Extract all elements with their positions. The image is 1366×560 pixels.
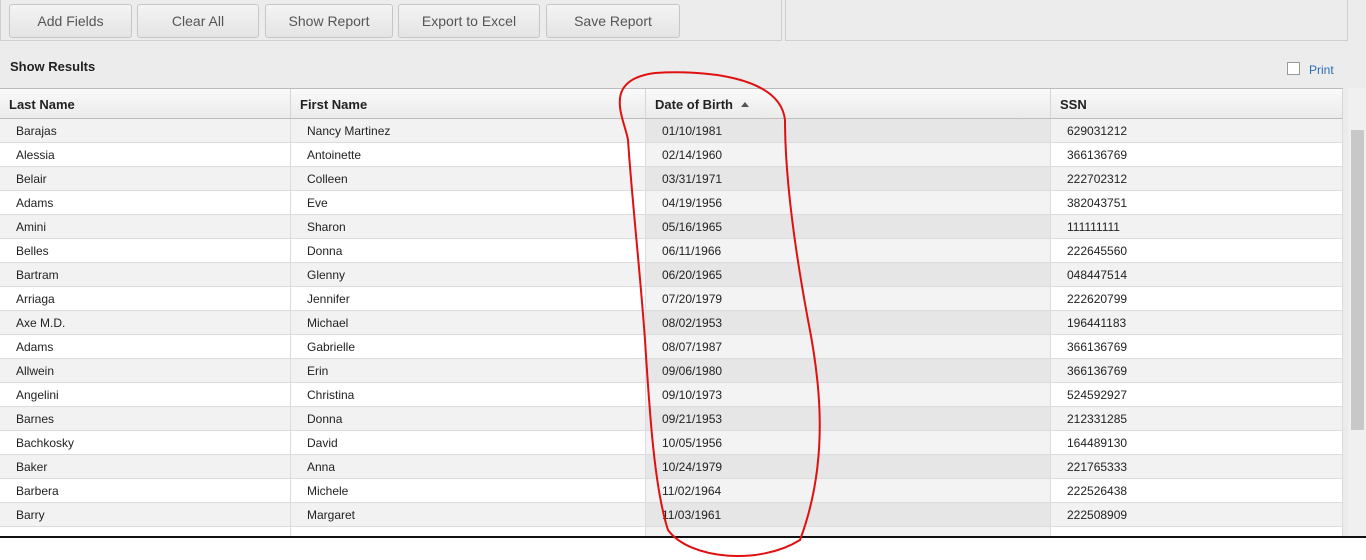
table-cell: Sharon [291, 215, 646, 239]
table-cell: 366136769 [1051, 143, 1343, 167]
column-header[interactable]: First Name [291, 89, 646, 119]
table-cell: 524592927 [1051, 383, 1343, 407]
table-cell: 11/03/1961 [646, 503, 1051, 527]
table-cell: Donna [291, 407, 646, 431]
table-cell: 04/19/1956 [646, 191, 1051, 215]
table-cell: Adams [0, 335, 291, 359]
table-cell: 09/21/1953 [646, 407, 1051, 431]
table-cell: Axe M.D. [0, 311, 291, 335]
table-cell [0, 527, 291, 537]
table-cell: Donna [291, 239, 646, 263]
table-cell: 03/31/1971 [646, 167, 1051, 191]
table-cell: 09/06/1980 [646, 359, 1051, 383]
table-cell: 08/02/1953 [646, 311, 1051, 335]
toolbar-button[interactable]: Show Report [265, 4, 393, 38]
table-cell: Glenny [291, 263, 646, 287]
table-cell: 05/16/1965 [646, 215, 1051, 239]
table-cell: David [291, 431, 646, 455]
toolbar-button[interactable]: Clear All [137, 4, 259, 38]
table-cell: 222702312 [1051, 167, 1343, 191]
table-cell: Barajas [0, 119, 291, 143]
side-panel [785, 0, 1348, 41]
table-cell: 048447514 [1051, 263, 1343, 287]
table-cell: 382043751 [1051, 191, 1343, 215]
table-cell: Christina [291, 383, 646, 407]
toolbar-button[interactable]: Export to Excel [398, 4, 540, 38]
table-cell: Bartram [0, 263, 291, 287]
table-cell: 08/07/1987 [646, 335, 1051, 359]
table-cell: 222526438 [1051, 479, 1343, 503]
table-cell: Adams [0, 191, 291, 215]
table-cell: Belles [0, 239, 291, 263]
table-cell: Michele [291, 479, 646, 503]
print-checkbox[interactable] [1287, 62, 1300, 75]
table-cell: 629031212 [1051, 119, 1343, 143]
table-cell: Baker [0, 455, 291, 479]
table-cell: Belair [0, 167, 291, 191]
sort-arrow [741, 102, 749, 107]
scrollbar-thumb[interactable] [1351, 130, 1364, 430]
table-cell: 164489130 [1051, 431, 1343, 455]
table-cell: Alessia [0, 143, 291, 167]
table-cell: 09/10/1973 [646, 383, 1051, 407]
table-cell: 02/14/1960 [646, 143, 1051, 167]
toolbar-button[interactable]: Add Fields [9, 4, 132, 38]
table-cell: Amini [0, 215, 291, 239]
section-title: Show Results [10, 59, 96, 74]
table-cell: Jennifer [291, 287, 646, 311]
table-cell: Anna [291, 455, 646, 479]
table-cell: 11/02/1964 [646, 479, 1051, 503]
table-cell: Colleen [291, 167, 646, 191]
table-cell: 01/10/1981 [646, 119, 1051, 143]
table-cell: Gabrielle [291, 335, 646, 359]
table-cell: 222645560 [1051, 239, 1343, 263]
table-cell: Margaret [291, 503, 646, 527]
table-cell: 222508909 [1051, 503, 1343, 527]
table-cell: Bachkosky [0, 431, 291, 455]
column-header[interactable]: Last Name [0, 89, 291, 119]
results-grid: Last Name First Name Date of Birth SSN Baraj… [0, 88, 1343, 537]
table-cell: Angelini [0, 383, 291, 407]
table-cell: Barnes [0, 407, 291, 431]
table-cell: 366136769 [1051, 359, 1343, 383]
column-header[interactable]: Date of Birth [646, 89, 1051, 119]
table-cell: 221765333 [1051, 455, 1343, 479]
table-cell: 366136769 [1051, 335, 1343, 359]
table-cell: Erin [291, 359, 646, 383]
table-cell: 07/20/1979 [646, 287, 1051, 311]
toolbar-button[interactable]: Save Report [546, 4, 680, 38]
table-cell: Barry [0, 503, 291, 527]
print-link[interactable]: Print [1309, 63, 1334, 77]
table-cell: 10/24/1979 [646, 455, 1051, 479]
table-cell: 222620799 [1051, 287, 1343, 311]
table-cell: Allwein [0, 359, 291, 383]
table-cell: 212331285 [1051, 407, 1343, 431]
table-cell [646, 527, 1051, 537]
table-cell: Antoinette [291, 143, 646, 167]
footer [0, 536, 1366, 560]
table-cell: 10/05/1956 [646, 431, 1051, 455]
table-cell: 06/20/1965 [646, 263, 1051, 287]
table-cell: Eve [291, 191, 646, 215]
table-cell: Michael [291, 311, 646, 335]
table-cell: 06/11/1966 [646, 239, 1051, 263]
table-cell [1051, 527, 1343, 537]
table-cell: Barbera [0, 479, 291, 503]
table-cell: 196441183 [1051, 311, 1343, 335]
column-header[interactable]: SSN [1051, 89, 1343, 119]
table-cell: Nancy Martinez [291, 119, 646, 143]
table-cell: 111111111 [1051, 215, 1343, 239]
table-cell: Arriaga [0, 287, 291, 311]
